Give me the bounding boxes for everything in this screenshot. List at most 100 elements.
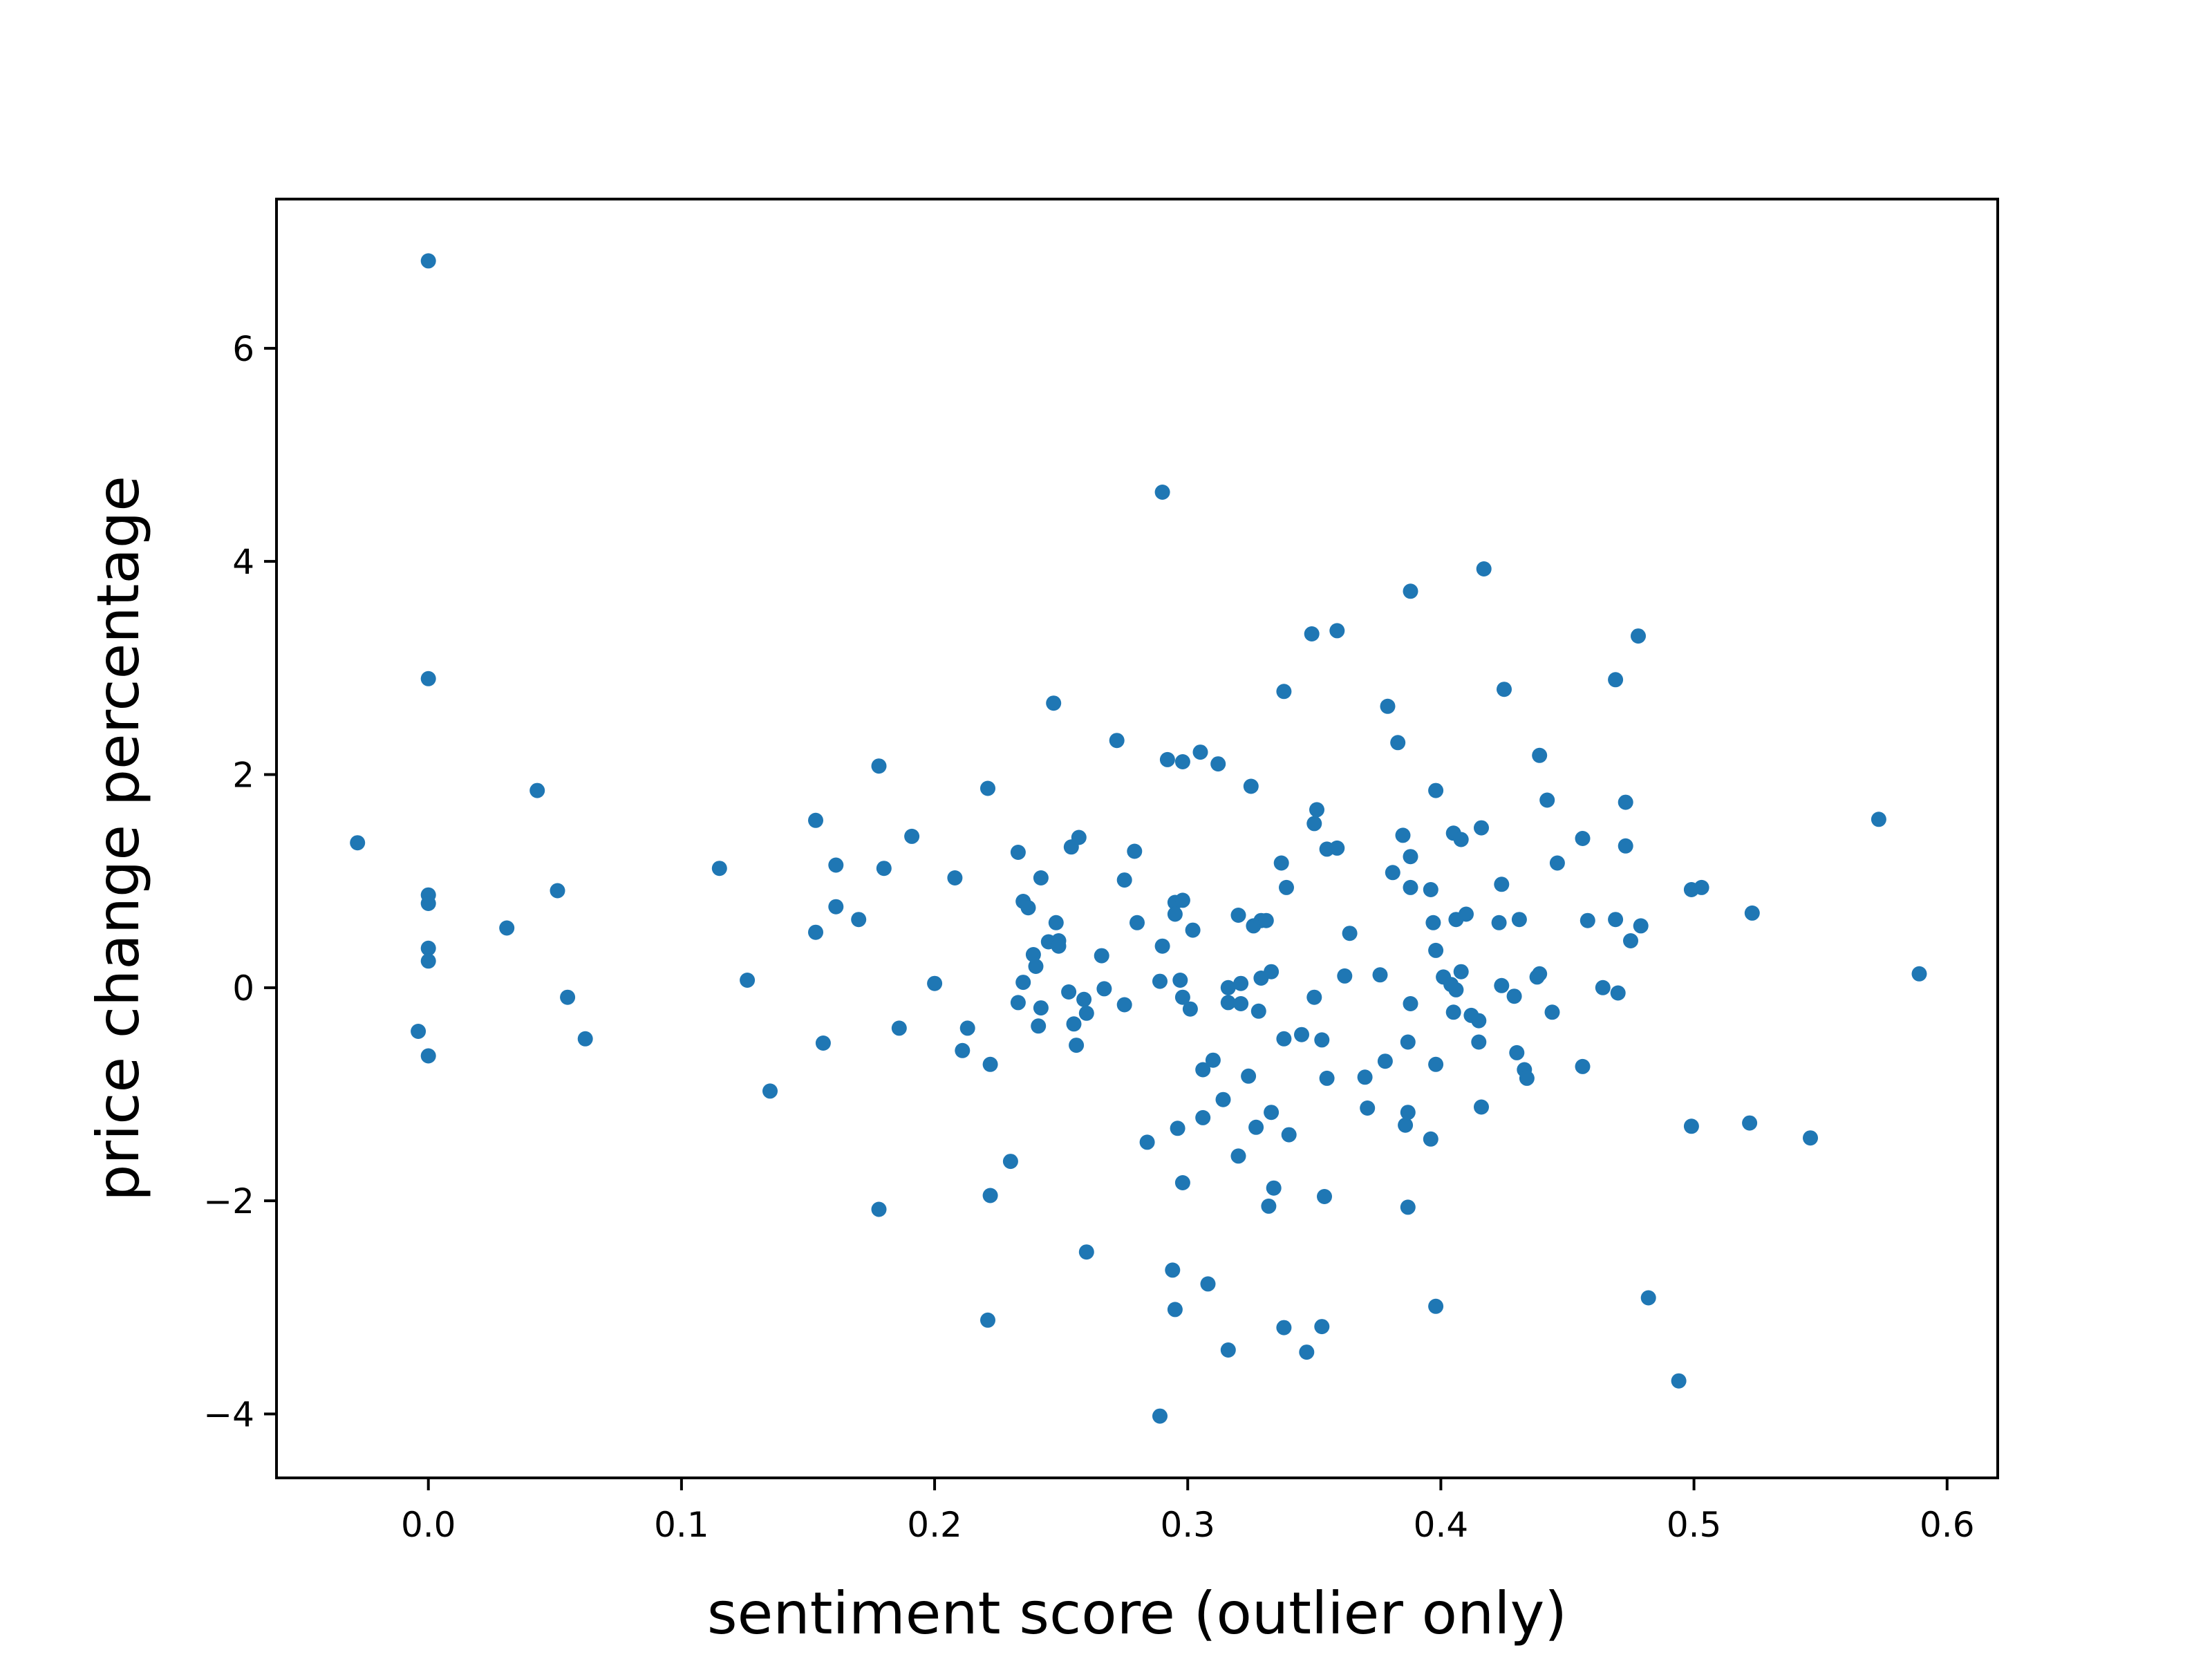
scatter-point [1028,959,1044,974]
scatter-point [1549,855,1565,871]
x-tick-label: 0.6 [1920,1505,1975,1545]
scatter-point [1631,628,1646,644]
scatter-point [871,1201,887,1217]
scatter-point [1266,1180,1282,1196]
scatter-point [1139,1134,1155,1150]
y-tick-label: 6 [232,329,254,369]
scatter-point [1403,996,1418,1011]
scatter-point [420,940,436,956]
scatter-point [1031,1018,1047,1034]
scatter-point [1329,840,1345,856]
scatter-point [828,857,844,873]
scatter-point [1532,966,1548,982]
scatter-point [1174,989,1190,1005]
scatter-point [1640,1290,1656,1306]
scatter-point [762,1083,778,1099]
scatter-point [1398,1117,1414,1133]
scatter-point [1400,1199,1416,1215]
scatter-point [1309,802,1324,818]
scatter-point [1159,751,1175,767]
scatter-point [1803,1130,1818,1146]
y-tick-label: −2 [203,1181,254,1221]
scatter-point [1494,877,1510,892]
x-tick-label: 0.5 [1667,1505,1722,1545]
scatter-point [891,1020,907,1036]
scatter-point [1261,1198,1277,1214]
scatter-point [1580,912,1595,928]
scatter-point [1428,1056,1444,1072]
y-tick-label: −4 [203,1395,254,1435]
scatter-point [1911,966,1927,982]
scatter-point [420,253,436,269]
scatter-point [1046,695,1062,711]
scatter-point [1377,1053,1393,1069]
scatter-point [1610,985,1626,1001]
scatter-point [1476,561,1492,577]
scatter-point [1474,820,1489,836]
scatter-point [1195,1109,1211,1125]
scatter-point [1742,1115,1758,1131]
scatter-point [1319,1070,1335,1086]
scatter-point [1230,1148,1246,1164]
scatter-point [1342,926,1358,941]
scatter-point [1130,915,1145,930]
scatter-point [1200,1276,1216,1292]
scatter-point [1276,684,1292,700]
scatter-point [1509,1044,1525,1060]
scatter-point [1127,843,1143,859]
scatter-point [1497,682,1512,697]
y-tick-label: 4 [232,542,254,582]
scatter-point [982,1188,998,1203]
scatter-point [1337,968,1353,984]
scatter-point [1010,845,1026,860]
scatter-point [1273,855,1289,871]
scatter-point [1185,922,1201,938]
scatter-point [1428,1298,1444,1314]
scatter-point [1314,1319,1330,1335]
scatter-point [1276,1031,1292,1047]
scatter-point [1459,906,1474,922]
scatter-point [815,1035,831,1051]
scatter-point [1220,980,1236,995]
scatter-point [350,835,366,851]
x-axis-label: sentiment score (outlier only) [707,1580,1567,1647]
y-axis-ticks: −4 −2 0 2 4 6 [203,329,276,1435]
scatter-point [529,782,545,798]
scatter-point [808,924,823,940]
scatter-point [1230,908,1246,923]
scatter-point [1671,1373,1687,1389]
scatter-point [1051,938,1067,954]
scatter-point [560,989,576,1005]
scatter-point [550,883,565,899]
scatter-point [1152,973,1168,989]
scatter-point [927,975,943,991]
scatter-point [577,1031,593,1047]
scatter-point [1428,782,1444,798]
scatter-point [1250,1003,1266,1019]
scatter-point [1069,1038,1085,1053]
scatter-point [1403,583,1418,599]
scatter-point [1066,1016,1082,1032]
scatter-point [1165,1262,1181,1278]
x-tick-label: 0.0 [401,1505,456,1545]
scatter-point [1033,1000,1049,1016]
scatter-point [1357,1069,1373,1085]
scatter-point [1744,905,1760,921]
scatter-point [1595,980,1611,995]
scatter-point [1279,879,1294,895]
scatter-point [1220,1342,1236,1358]
scatter-point [1002,1154,1018,1170]
scatter-point [1423,1131,1438,1147]
scatter-point [1020,900,1036,916]
scatter-point [1094,948,1109,964]
scatter-point [1403,879,1418,895]
scatter-point [1423,882,1438,897]
scatter-point [1317,1189,1332,1204]
scatter-point [1532,747,1548,763]
scatter-point [1618,794,1633,810]
scatter-point [982,1056,998,1072]
scatter-point [740,973,756,988]
plot-area-frame [275,198,1999,1479]
scatter-point [1195,1062,1211,1078]
y-axis-label: price change percentage [84,476,152,1201]
